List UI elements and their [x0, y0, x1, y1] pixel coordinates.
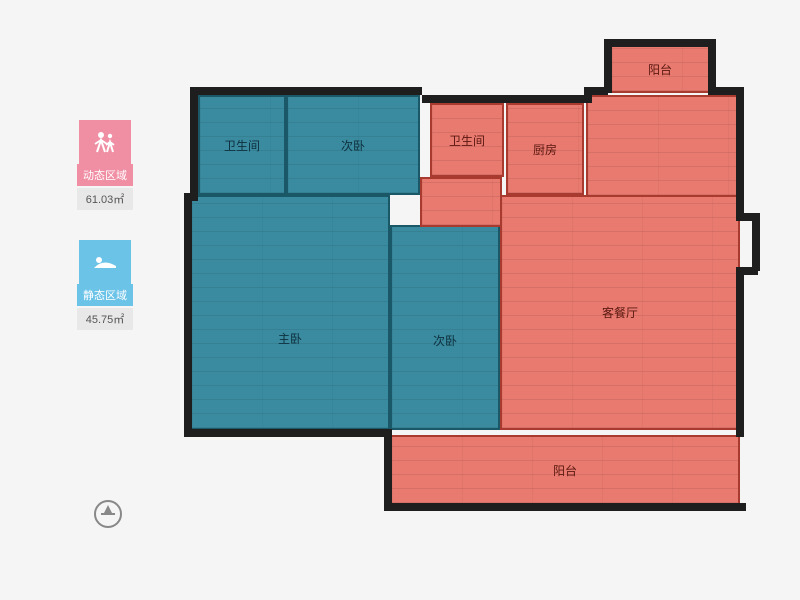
wall-segment [604, 39, 716, 47]
room-bath2: 卫生间 [430, 103, 504, 177]
room-hallway [420, 177, 502, 227]
legend-dynamic-label: 动态区域 [77, 164, 133, 186]
wall-segment [190, 87, 422, 95]
room-label: 主卧 [278, 330, 302, 347]
room-label: 次卧 [341, 137, 365, 154]
wall-segment [604, 39, 612, 93]
wall-segment [184, 429, 392, 437]
wall-segment [384, 503, 746, 511]
wall-segment [184, 195, 192, 435]
room-bed2b: 次卧 [390, 225, 500, 430]
wall-segment [422, 95, 592, 103]
room-kitchen: 厨房 [506, 103, 584, 195]
room-bath1: 卫生间 [198, 95, 286, 195]
wall-segment [736, 87, 744, 217]
legend-static-value: 45.75㎡ [77, 308, 133, 330]
floorplan: 卫生间次卧主卧次卧卫生间厨房阳台客餐厅阳台 [180, 35, 760, 565]
room-balcony_bottom: 阳台 [390, 435, 740, 505]
legend-static: 静态区域 45.75㎡ [75, 240, 135, 330]
room-label: 阳台 [553, 462, 577, 479]
compass-icon [94, 500, 122, 528]
rest-icon [79, 240, 131, 284]
wall-segment [190, 87, 198, 199]
room-label: 厨房 [533, 141, 557, 158]
room-label: 卫生间 [224, 137, 260, 154]
wall-segment [384, 429, 392, 509]
legend-dynamic-value: 61.03㎡ [77, 188, 133, 210]
room-label: 阳台 [648, 61, 672, 78]
room-label: 卫生间 [449, 132, 485, 149]
room-bed2a: 次卧 [286, 95, 420, 195]
room-living: 客餐厅 [500, 195, 740, 430]
legend-static-label: 静态区域 [77, 284, 133, 306]
people-icon [79, 120, 131, 164]
room-label: 客餐厅 [602, 304, 638, 321]
room-label: 次卧 [433, 332, 457, 349]
room-master: 主卧 [190, 195, 390, 430]
legend-dynamic: 动态区域 61.03㎡ [75, 120, 135, 210]
room-balcony_top: 阳台 [610, 45, 710, 93]
wall-segment [708, 39, 716, 93]
wall-segment [752, 213, 760, 271]
wall-segment [736, 267, 744, 437]
legend: 动态区域 61.03㎡ 静态区域 45.75㎡ [75, 120, 135, 360]
